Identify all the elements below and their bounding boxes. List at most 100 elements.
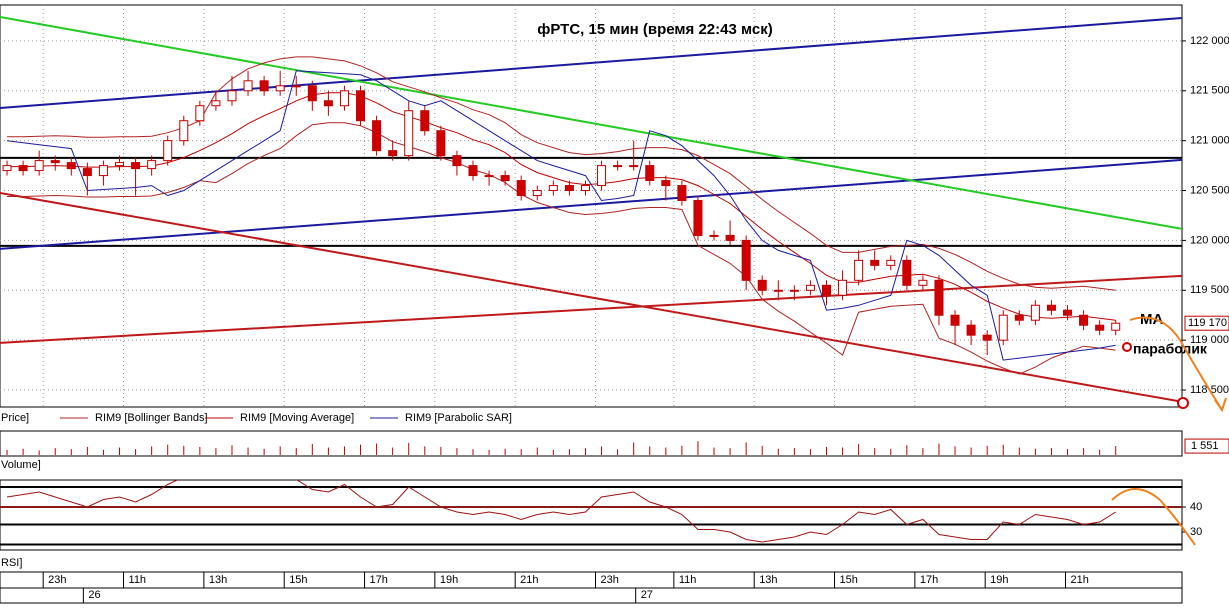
candle-body	[339, 90, 349, 107]
candle-body	[597, 165, 607, 187]
sar-marker	[1122, 342, 1132, 352]
candle-body	[886, 259, 896, 266]
candle-body	[741, 239, 751, 281]
date-label: 26	[88, 589, 100, 601]
candle-body	[388, 150, 398, 157]
annotation: параболик	[1133, 341, 1208, 357]
x-tick-label: 15h	[289, 574, 307, 586]
x-tick-label: 11h	[129, 574, 147, 586]
candle-body	[34, 160, 44, 172]
candle-body	[436, 130, 446, 157]
y-tick-label: 119 500	[1190, 284, 1229, 296]
candle-body	[179, 120, 189, 142]
y-tick-label: 121 000	[1190, 135, 1229, 147]
candle-body	[195, 105, 205, 122]
candle-body	[1014, 314, 1024, 321]
candle-body	[725, 234, 735, 241]
rsi-panel	[0, 479, 1183, 551]
candle-body	[564, 185, 574, 192]
candle-body	[468, 165, 478, 177]
x-tick-label: 17h	[370, 574, 388, 586]
price-panel	[0, 4, 1183, 408]
x-tick-label: 11h	[679, 574, 697, 586]
candle-body	[902, 259, 912, 286]
legend-label: Price]	[1, 412, 29, 424]
candle-body	[1063, 309, 1073, 316]
candle-body	[18, 165, 28, 172]
candle-body	[259, 80, 269, 92]
y-tick-label: 120 500	[1190, 184, 1229, 196]
panel-label: Volume]	[1, 459, 41, 471]
y-tick-label: 122 000	[1190, 35, 1229, 47]
candle-body	[757, 279, 767, 291]
legend-label: RIM9 [Moving Average]	[240, 412, 354, 424]
candle-body	[629, 165, 639, 168]
annotation: MA	[1140, 311, 1163, 328]
target-marker	[1177, 397, 1189, 409]
candle-body	[870, 259, 880, 266]
candle-body	[98, 165, 108, 177]
panel-label: RSI]	[1, 557, 22, 569]
volume-panel	[0, 430, 1183, 457]
x-tick-label: 23h	[601, 574, 619, 586]
candle-body	[243, 80, 253, 92]
candle-body	[773, 289, 783, 292]
candle-body	[918, 279, 928, 286]
x-tick-label: 23h	[48, 574, 66, 586]
candle-body	[50, 160, 60, 164]
moving-average	[7, 92, 1116, 321]
candle-body	[147, 160, 157, 170]
rsi-tick-label: 30	[1190, 526, 1202, 538]
date-label: 27	[641, 589, 653, 601]
candle-body	[854, 259, 864, 281]
bollinger-upper	[7, 56, 1116, 291]
candle-body	[580, 185, 590, 192]
volume-label: 1 551	[1191, 440, 1219, 452]
candle-body	[227, 90, 237, 102]
candle-body	[420, 110, 430, 132]
candle-body	[966, 324, 976, 336]
legend-label: RIM9 [Parabolic SAR]	[405, 412, 512, 424]
candle-body	[982, 334, 992, 341]
candle-body	[66, 162, 76, 170]
candle-body	[645, 165, 655, 182]
rsi-line	[6, 480, 1116, 543]
rsi-plot	[0, 480, 1182, 546]
forecast-arrow	[1111, 488, 1196, 546]
candle-body	[677, 185, 687, 202]
last-price-box	[1184, 315, 1229, 331]
candle-body	[661, 180, 671, 187]
candle-body	[532, 190, 542, 197]
x-tick-label: 15h	[840, 574, 858, 586]
candle-body	[82, 168, 92, 177]
y-tick-label: 121 500	[1190, 85, 1229, 97]
volume-box	[1184, 438, 1229, 454]
candle-body	[838, 279, 848, 296]
candle-body	[1030, 304, 1040, 321]
candle-body	[693, 200, 703, 236]
candle-body	[211, 100, 221, 107]
candle-body	[372, 120, 382, 152]
candle-body	[404, 110, 414, 157]
last-price-label: 119 170	[1188, 317, 1227, 329]
chart-title: фРТС, 15 мин (время 22:43 мск)	[537, 21, 772, 38]
candle-body	[516, 180, 526, 197]
x-tick-label: 17h	[920, 574, 938, 586]
candle-body	[1046, 304, 1056, 311]
candle-body	[821, 284, 831, 296]
candle-body	[998, 314, 1008, 341]
candle-body	[452, 155, 462, 167]
x-tick-label: 19h	[440, 574, 458, 586]
candle-body	[789, 289, 799, 292]
overlay: 122 000 121 500 121 000 120 500 120 000 119 5…	[6, 35, 1229, 603]
rsi-tick-label: 40	[1190, 501, 1202, 513]
trend-line	[0, 16, 1182, 109]
x-tick-label: 21h	[1071, 574, 1089, 586]
x-tick-label: 21h	[520, 574, 538, 586]
trend-line	[0, 274, 1182, 344]
candle-body	[500, 175, 510, 182]
candle-body	[1095, 324, 1105, 331]
candle-body	[950, 314, 960, 326]
price-plot	[0, 5, 1182, 407]
